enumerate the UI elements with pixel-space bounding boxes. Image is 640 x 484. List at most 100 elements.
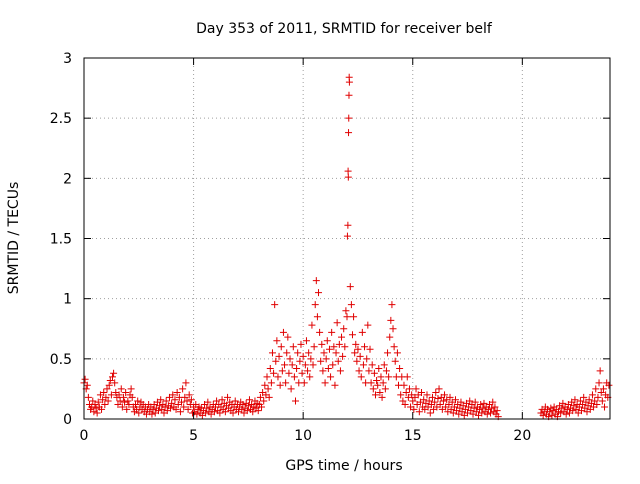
data-point (204, 398, 212, 406)
data-point (92, 404, 100, 412)
data-point (426, 409, 434, 417)
data-point (183, 397, 191, 405)
data-point (405, 385, 413, 393)
data-point (156, 402, 164, 410)
data-point (168, 399, 176, 407)
data-point (478, 409, 486, 417)
data-point (488, 404, 496, 412)
data-point (125, 401, 133, 409)
data-point (180, 403, 188, 411)
data-point (135, 409, 143, 417)
data-point (124, 397, 132, 405)
data-point (342, 307, 350, 315)
data-point (380, 361, 388, 369)
data-point (107, 391, 115, 399)
data-point (179, 385, 187, 393)
data-point (379, 379, 387, 387)
data-point (343, 232, 351, 240)
data-point (294, 349, 302, 357)
data-point (291, 397, 299, 405)
data-point (157, 396, 165, 404)
data-point (284, 333, 292, 341)
data-point (203, 404, 211, 412)
data-point (300, 379, 308, 387)
data-point (266, 364, 274, 372)
data-point (368, 361, 376, 369)
data-point (108, 373, 116, 381)
data-point (345, 114, 353, 122)
data-point (81, 375, 89, 383)
data-point (132, 401, 140, 409)
data-point (366, 345, 374, 353)
ticks-layer: 0 0.5 1 1.5 2 2.5 3 0 5 10 15 20 (50, 51, 610, 444)
data-point (401, 401, 409, 409)
data-point (94, 398, 102, 406)
x-tick-label: 20 (513, 428, 531, 444)
data-point (134, 397, 142, 405)
data-point (489, 398, 497, 406)
data-point (173, 389, 181, 397)
data-point (487, 409, 495, 417)
data-point (285, 369, 293, 377)
data-point (410, 405, 418, 413)
data-point (397, 391, 405, 399)
data-point (110, 369, 118, 377)
y-tick-label: 0.5 (50, 352, 72, 368)
data-point (599, 385, 607, 393)
data-point (313, 313, 321, 321)
y-tick-label: 1 (63, 292, 72, 308)
data-point (149, 405, 157, 413)
x-tick-label: 10 (294, 428, 312, 444)
data-point (345, 91, 353, 99)
data-point (288, 361, 296, 369)
data-point (601, 403, 609, 411)
data-point (106, 376, 114, 384)
data-point (403, 373, 411, 381)
data-point (155, 407, 163, 415)
data-point (264, 385, 272, 393)
data-point (317, 357, 325, 365)
data-point (409, 397, 417, 405)
data-point (480, 399, 488, 407)
data-point (484, 405, 492, 413)
data-point (148, 410, 156, 418)
data-point (328, 328, 336, 336)
data-point (309, 361, 317, 369)
data-point (415, 408, 423, 416)
data-point (562, 410, 570, 418)
data-point (539, 411, 547, 419)
data-point (115, 391, 123, 399)
data-point (327, 373, 335, 381)
data-point (557, 409, 565, 417)
data-point (352, 340, 360, 348)
data-point (345, 129, 353, 137)
data-point (374, 381, 382, 389)
data-point (389, 325, 397, 333)
data-point (301, 361, 309, 369)
data-point (105, 381, 113, 389)
data-point (90, 408, 98, 416)
data-point (213, 397, 221, 405)
data-point (418, 389, 426, 397)
data-point (238, 405, 246, 413)
data-point (231, 397, 239, 405)
data-point (268, 349, 276, 357)
data-point (267, 379, 275, 387)
data-point (399, 397, 407, 405)
data-point (441, 391, 449, 399)
data-point (334, 357, 342, 365)
data-point (420, 396, 428, 404)
data-point (588, 391, 596, 399)
data-point (270, 369, 278, 377)
data-point (596, 367, 604, 375)
data-point (216, 409, 224, 417)
data-point (393, 349, 401, 357)
data-point (287, 385, 295, 393)
data-point (336, 367, 344, 375)
y-tick-label: 2 (63, 171, 72, 187)
data-point (338, 333, 346, 341)
data-point (373, 376, 381, 384)
data-point (276, 381, 284, 389)
data-point (592, 385, 600, 393)
